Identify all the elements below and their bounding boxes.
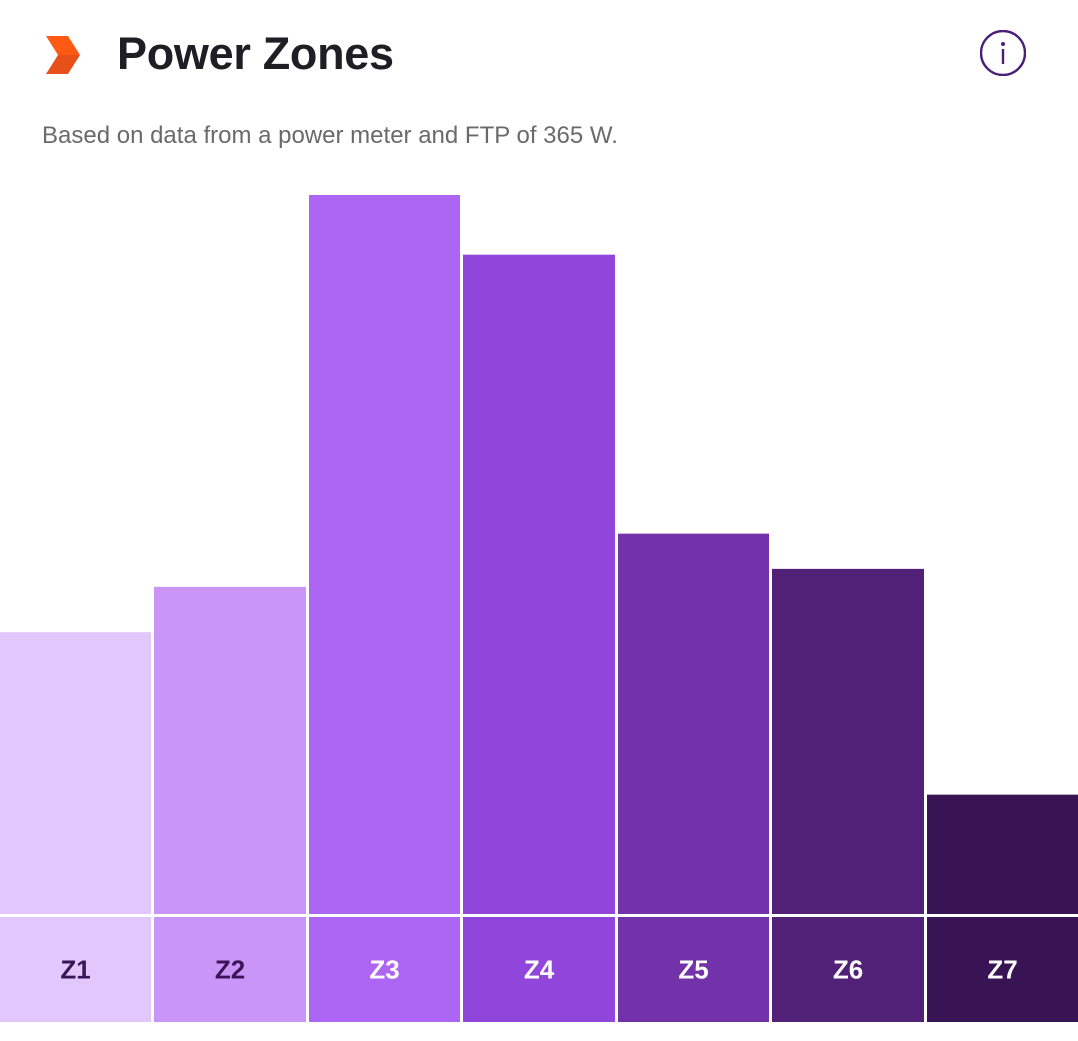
bar-z3[interactable] bbox=[309, 195, 460, 914]
x-tick-label: Z7 bbox=[987, 955, 1017, 985]
bar-z2[interactable] bbox=[154, 586, 306, 914]
x-tick-label: Z6 bbox=[833, 955, 863, 985]
zone-label-cell-z5[interactable] bbox=[618, 917, 769, 1022]
x-tick-label: Z2 bbox=[215, 955, 245, 985]
x-tick-label: Z4 bbox=[524, 955, 555, 985]
bar-z5[interactable] bbox=[618, 533, 769, 914]
zone-label-cell-z4[interactable] bbox=[463, 917, 615, 1022]
bar-z4[interactable] bbox=[463, 254, 615, 914]
card-header: Power Zones bbox=[0, 0, 1078, 110]
x-tick-label: Z5 bbox=[678, 955, 708, 985]
zone-label-cell-z3[interactable] bbox=[309, 917, 460, 1022]
zone-label-cell-z7[interactable] bbox=[927, 917, 1078, 1022]
zone-label-cell-z1[interactable] bbox=[0, 917, 151, 1022]
subtitle: Based on data from a power meter and FTP… bbox=[42, 122, 618, 149]
bar-z6[interactable] bbox=[772, 568, 924, 914]
orange-chevron-icon bbox=[46, 36, 80, 74]
power-zones-chart: Z1 Z2 Z3 Z4 Z5 Z6 Z7 bbox=[0, 195, 1078, 1022]
bar-z1[interactable] bbox=[0, 632, 151, 914]
info-circle-icon[interactable] bbox=[980, 30, 1026, 76]
zone-label-cell-z2[interactable] bbox=[154, 917, 306, 1022]
x-tick-label: Z3 bbox=[369, 955, 399, 985]
zone-label-cell-z6[interactable] bbox=[772, 917, 924, 1022]
page-title: Power Zones bbox=[117, 28, 394, 79]
x-tick-label: Z1 bbox=[60, 955, 90, 985]
bar-z7[interactable] bbox=[927, 794, 1078, 914]
